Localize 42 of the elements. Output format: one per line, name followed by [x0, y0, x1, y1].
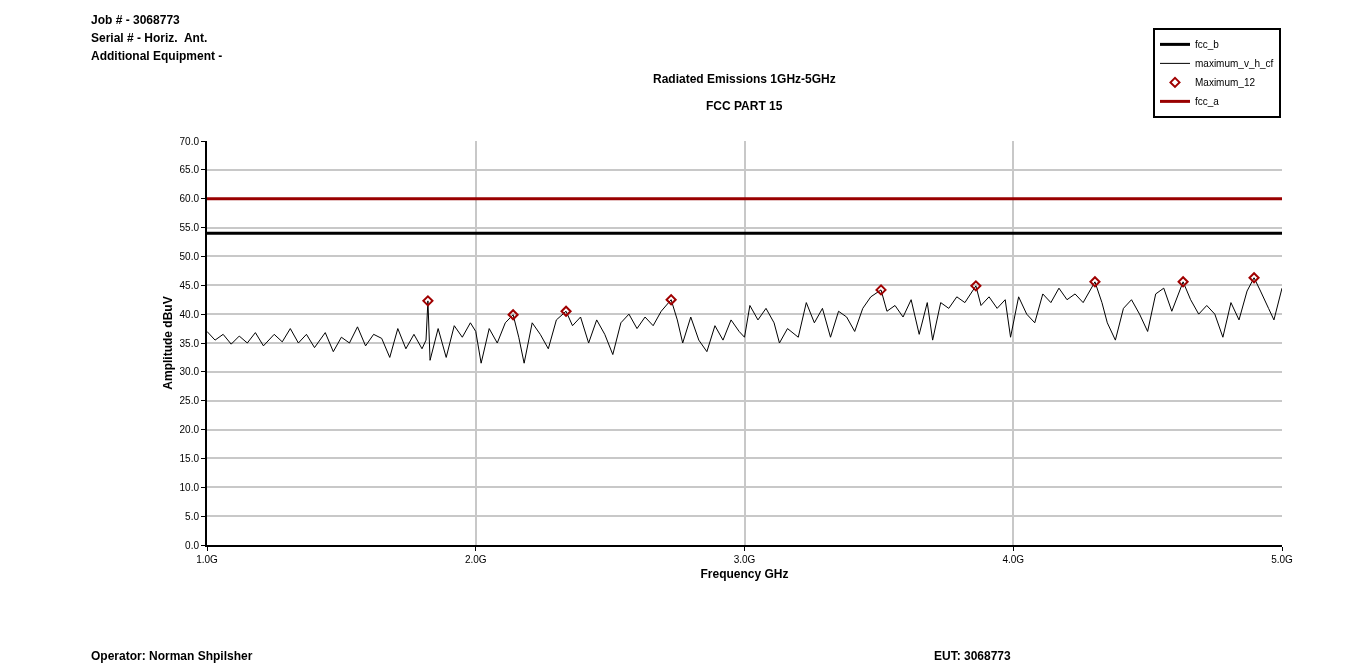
point: [1248, 272, 1260, 284]
y-tick-label: 65.0: [179, 164, 200, 176]
text: Serial # - Horiz. Ant.: [91, 31, 208, 45]
point: [507, 309, 519, 321]
y-axis-title: Amplitude dBuV: [161, 296, 176, 390]
x-tick-label: 1.0G: [196, 554, 219, 565]
y-tick-label: 50.0: [179, 250, 200, 262]
legend-label: fcc_b: [1195, 39, 1220, 51]
text: Operator: Norman Shpilsher: [91, 649, 253, 663]
x-tick-label: 5.0G: [1271, 554, 1294, 565]
y-tick-label: 0.0: [185, 539, 200, 551]
y-tick-label: 5.0: [185, 510, 200, 522]
x-tick-label: 2.0G: [464, 554, 487, 565]
x-tick-label: 4.0G: [1002, 554, 1025, 565]
y-tick-label: 30.0: [179, 366, 200, 378]
legend-label: Maximum_12: [1195, 77, 1256, 89]
y-tick-label: 60.0: [179, 193, 200, 205]
point: [560, 305, 572, 317]
y-tick-label: 10.0: [179, 481, 200, 493]
y-tick-label: 35.0: [179, 337, 200, 349]
y-tick-label: 40.0: [179, 308, 200, 320]
y-tick-label: 25.0: [179, 395, 200, 407]
x-tick-label: 3.0G: [733, 554, 756, 565]
x-axis-title: Frequency GHz: [700, 567, 789, 582]
point: [665, 294, 677, 306]
point: [970, 280, 982, 292]
y-tick-label: 45.0: [179, 279, 200, 291]
legend-label: fcc_a: [1195, 96, 1220, 108]
y-tick-label: 70.0: [179, 135, 200, 147]
chart-title: Radiated Emissions 1GHz-5GHz: [653, 72, 836, 86]
text: Additional Equipment -: [91, 49, 223, 63]
point: [422, 295, 434, 307]
text: Job # - 3068773: [91, 13, 181, 27]
point: [875, 284, 887, 296]
y-tick-label: 15.0: [179, 452, 200, 464]
point: [1177, 276, 1189, 288]
y-tick-label: 20.0: [179, 424, 200, 436]
legend-label: maximum_v_h_cf: [1195, 58, 1274, 70]
text: EUT: 3068773: [934, 649, 1012, 663]
y-tick-label: 55.0: [179, 222, 200, 234]
chart-subtitle: FCC PART 15: [706, 99, 783, 113]
point: [1089, 276, 1101, 288]
